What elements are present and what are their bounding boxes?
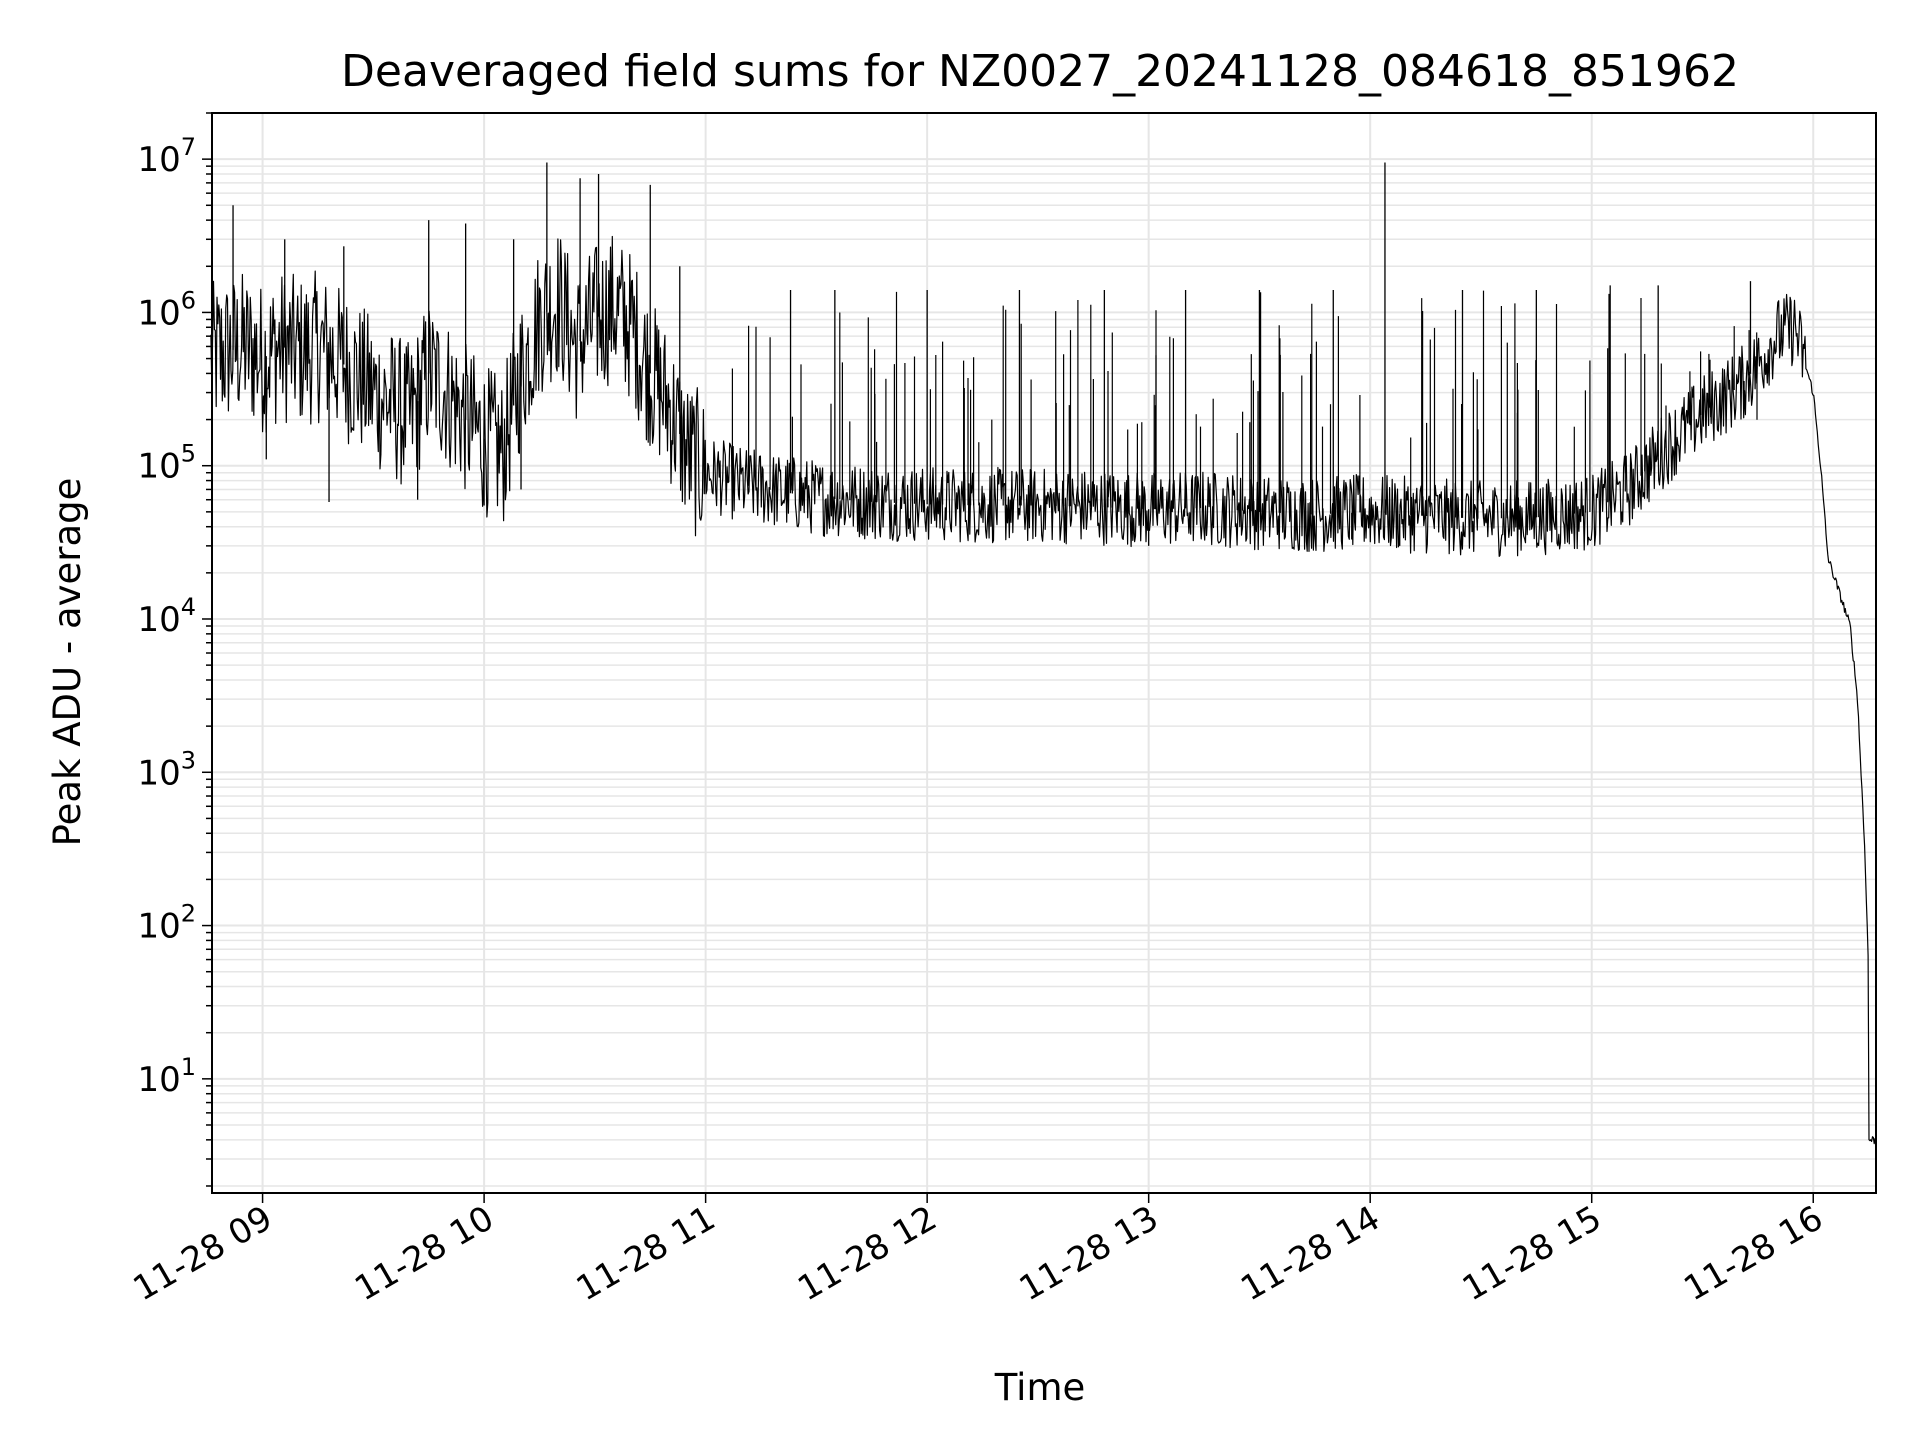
y-tick-base: 10	[137, 1060, 180, 1100]
y-tick-exponent: 6	[181, 286, 196, 314]
y-tick-exponent: 4	[181, 593, 196, 621]
y-tick-label: 104	[137, 593, 196, 640]
y-tick-label: 101	[137, 1053, 196, 1100]
x-axis-label: Time	[994, 1366, 1086, 1409]
y-tick-base: 10	[137, 907, 180, 947]
y-tick-base: 10	[137, 753, 180, 793]
y-tick-exponent: 2	[181, 900, 196, 928]
data-series	[210, 162, 1877, 1145]
y-tick-exponent: 3	[181, 746, 196, 774]
y-tick-exponent: 7	[181, 133, 196, 161]
y-tick-base: 10	[137, 140, 180, 180]
chart-title: Deaveraged field sums for NZ0027_2024112…	[341, 46, 1739, 97]
y-tick-base: 10	[137, 293, 180, 333]
series-line	[210, 235, 1877, 1145]
y-tick-label: 107	[137, 133, 196, 180]
y-tick-label: 103	[137, 746, 196, 793]
grid	[212, 112, 1876, 1193]
y-tick-base: 10	[137, 447, 180, 487]
y-tick-exponent: 5	[181, 440, 196, 468]
y-tick-label: 102	[137, 900, 196, 947]
y-tick-label: 105	[137, 440, 196, 487]
y-tick-label: 106	[137, 286, 196, 333]
y-axis-label: Peak ADU - average	[46, 478, 89, 847]
y-tick-exponent: 1	[181, 1053, 196, 1081]
y-tick-base: 10	[137, 600, 180, 640]
